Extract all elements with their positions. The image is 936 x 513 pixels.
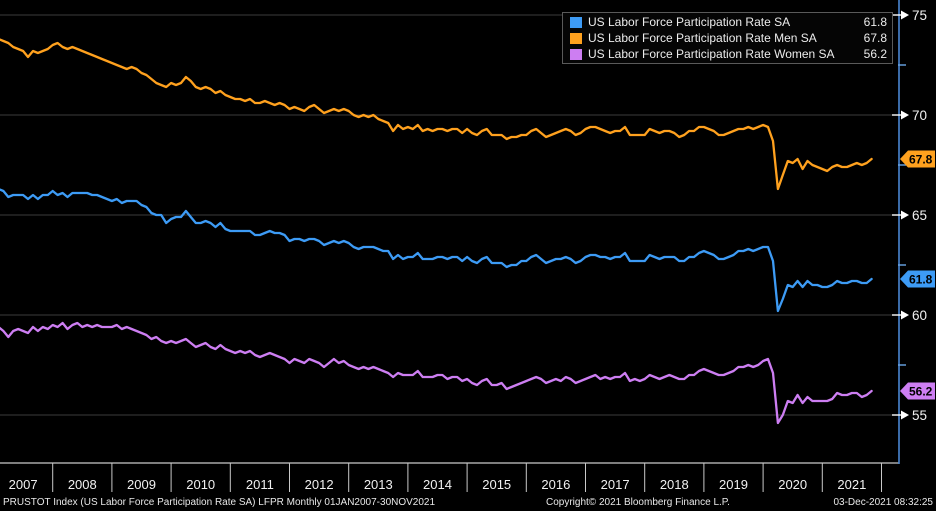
y-axis-tick-label[interactable]: 55 — [912, 408, 927, 423]
chart-legend: US Labor Force Participation Rate SA 61.… — [562, 12, 893, 64]
legend-item-lfpr-women[interactable]: US Labor Force Participation Rate Women … — [570, 46, 887, 62]
series-line-1 — [0, 38, 873, 191]
x-axis-year-label[interactable]: 2021 — [837, 477, 866, 492]
ticker-description: PRUSTOT Index (US Labor Force Participat… — [3, 497, 436, 508]
last-value-tag-2 — [900, 382, 935, 400]
x-axis-year-label[interactable]: 2015 — [482, 477, 511, 492]
y-axis-tick-arrow — [901, 110, 909, 120]
legend-value: 56.2 — [863, 47, 887, 61]
x-axis-year-label[interactable]: 2008 — [68, 477, 97, 492]
y-axis-tick-arrow — [901, 210, 909, 220]
y-axis-tick-arrow — [901, 410, 909, 420]
series-swatch-men — [570, 32, 582, 44]
y-axis-tick-label[interactable]: 75 — [912, 8, 927, 23]
y-axis-tick-label[interactable]: 70 — [912, 108, 927, 123]
y-axis-tick-arrow — [901, 10, 909, 20]
status-bar: PRUSTOT Index (US Labor Force Participat… — [0, 494, 936, 511]
x-axis-year-label[interactable]: 2020 — [778, 477, 807, 492]
legend-value: 67.8 — [863, 31, 887, 45]
timestamp: 03-Dec-2021 08:32:25 — [833, 497, 933, 508]
series-swatch-women — [570, 48, 582, 60]
last-value-tag-1 — [900, 150, 935, 168]
y-axis-tick-arrow — [901, 310, 909, 320]
copyright-text: Copyright© 2021 Bloomberg Finance L.P. — [546, 497, 730, 508]
last-value-tag-label-2: 56.2 — [909, 385, 933, 399]
legend-label: US Labor Force Participation Rate SA — [588, 15, 791, 29]
x-axis-year-label[interactable]: 2014 — [423, 477, 452, 492]
series-line-2 — [0, 321, 873, 425]
x-axis-year-label[interactable]: 2009 — [127, 477, 156, 492]
legend-item-lfpr-men[interactable]: US Labor Force Participation Rate Men SA… — [570, 30, 887, 46]
x-axis-year-label[interactable]: 2007 — [9, 477, 38, 492]
x-axis-year-label[interactable]: 2016 — [541, 477, 570, 492]
y-axis-tick-label[interactable]: 60 — [912, 308, 927, 323]
series-line-0 — [0, 188, 873, 313]
x-axis-year-label[interactable]: 2010 — [186, 477, 215, 492]
x-axis-year-label[interactable]: 2012 — [305, 477, 334, 492]
x-axis-year-label[interactable]: 2019 — [719, 477, 748, 492]
legend-item-lfpr-total[interactable]: US Labor Force Participation Rate SA 61.… — [570, 14, 887, 30]
legend-label: US Labor Force Participation Rate Women … — [588, 47, 835, 61]
window-bottom-border — [0, 511, 936, 513]
x-axis-year-label[interactable]: 2011 — [246, 477, 274, 492]
x-axis-year-label[interactable]: 2017 — [601, 477, 630, 492]
last-value-tag-label-1: 67.8 — [909, 153, 933, 167]
x-axis-year-label[interactable]: 2013 — [364, 477, 393, 492]
legend-label: US Labor Force Participation Rate Men SA — [588, 31, 817, 45]
last-value-tag-label-0: 61.8 — [909, 273, 933, 287]
x-axis-year-label[interactable]: 2018 — [660, 477, 689, 492]
legend-value: 61.8 — [863, 15, 887, 29]
series-swatch-total — [570, 16, 582, 28]
chart-canvas[interactable]: 2007 2008 2009 2010 2011 2012 2013 2014 2015 2016… — [0, 0, 936, 494]
y-axis-tick-label[interactable]: 65 — [912, 208, 927, 223]
last-value-tag-0 — [900, 270, 935, 288]
